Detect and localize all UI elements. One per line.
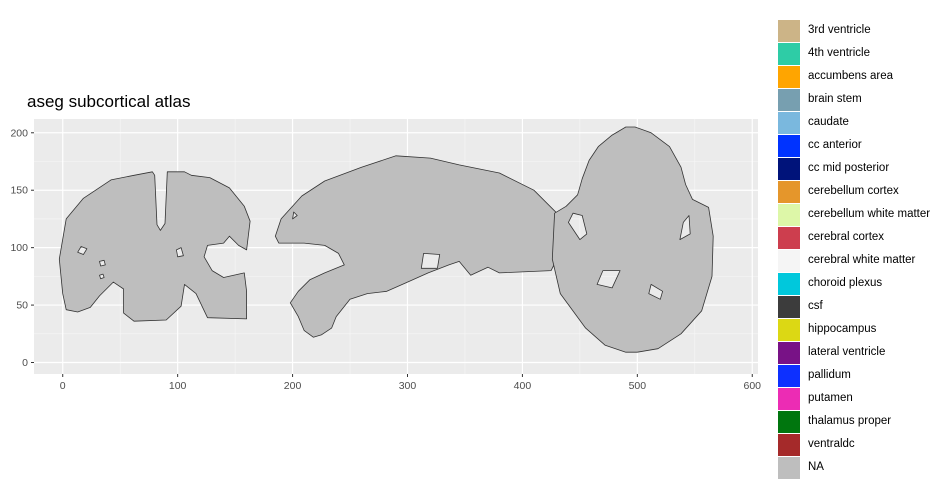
legend-label: pallidum [808,369,851,381]
y-tick-label: 0 [22,357,28,369]
legend-key [778,204,800,226]
legend-item: pallidum [778,365,940,388]
legend-key [778,135,800,157]
legend-key [778,250,800,272]
x-tick-label: 400 [514,380,532,392]
legend-label: hippocampus [808,323,877,335]
legend-key [778,227,800,249]
legend-label: cerebral white matter [808,254,916,266]
legend-key [778,112,800,134]
legend-item: 3rd ventricle [778,20,940,43]
legend-key [778,342,800,364]
chart-title: aseg subcortical atlas [27,92,191,111]
legend-key [778,20,800,42]
legend-label: cerebral cortex [808,231,885,243]
legend-label: cc anterior [808,139,862,151]
legend-item: csf [778,296,940,319]
legend-key [778,66,800,88]
legend-item: lateral ventricle [778,342,940,365]
legend-key [778,388,800,410]
legend-item: cc anterior [778,135,940,158]
legend-label: ventraldc [808,438,855,450]
legend-label: cc mid posterior [808,162,890,174]
legend-key [778,273,800,295]
legend-key [778,296,800,318]
brain-slice-sagittal [274,155,563,338]
legend-label: cerebellum white matter [808,208,931,220]
legend-label: cerebellum cortex [808,185,899,197]
legend-key [778,319,800,341]
legend-label: choroid plexus [808,277,883,289]
legend-item: brain stem [778,89,940,112]
legend-label: accumbens area [808,70,894,82]
legend-item: NA [778,457,940,480]
legend-label: NA [808,461,824,473]
legend-item: ventraldc [778,434,940,457]
legend-key [778,411,800,433]
legend-item: putamen [778,388,940,411]
y-tick-label: 50 [16,300,28,312]
legend-key [778,434,800,456]
brain-slice-coronal [58,171,251,322]
x-tick-label: 600 [743,380,761,392]
legend-item: 4th ventricle [778,43,940,66]
legend-item: cerebral cortex [778,227,940,250]
legend-item: thalamus proper [778,411,940,434]
legend-item: caudate [778,112,940,135]
legend-label: 4th ventricle [808,47,871,59]
legend-key [778,365,800,387]
legend-item: accumbens area [778,66,940,89]
x-tick-label: 0 [60,380,66,392]
x-tick-label: 300 [399,380,417,392]
legend-key [778,457,800,479]
legend-label: csf [808,300,823,312]
legend-key [778,43,800,65]
y-tick-label: 200 [10,127,28,139]
legend-label: brain stem [808,93,862,105]
legend-item: choroid plexus [778,273,940,296]
legend-label: putamen [808,392,853,404]
y-tick-label: 100 [10,242,28,254]
legend-label: lateral ventricle [808,346,886,358]
legend-key [778,158,800,180]
legend-item: cerebellum cortex [778,181,940,204]
legend-item: cc mid posterior [778,158,940,181]
x-tick-label: 200 [284,380,302,392]
x-tick-label: 500 [629,380,647,392]
legend-item: cerebral white matter [778,250,940,273]
legend-label: caudate [808,116,849,128]
legend-item: hippocampus [778,319,940,342]
x-tick-label: 100 [169,380,187,392]
legend-key [778,181,800,203]
brain-slice-axial [551,126,714,353]
legend-label: thalamus proper [808,415,892,427]
y-tick-label: 150 [10,185,28,197]
legend-key [778,89,800,111]
legend-item: cerebellum white matter [778,204,940,227]
legend-label: 3rd ventricle [808,24,871,36]
